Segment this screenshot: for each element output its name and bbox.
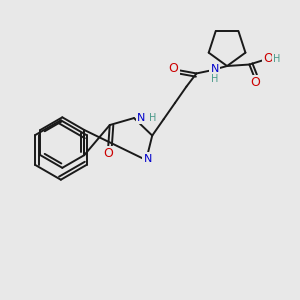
Text: O: O bbox=[103, 147, 113, 160]
Text: N: N bbox=[137, 113, 146, 123]
Text: O: O bbox=[169, 62, 178, 76]
Text: N: N bbox=[210, 64, 219, 74]
Text: O: O bbox=[250, 76, 260, 89]
Text: H: H bbox=[211, 74, 218, 84]
Text: H: H bbox=[149, 113, 156, 123]
Text: H: H bbox=[273, 54, 280, 64]
Text: O: O bbox=[263, 52, 273, 65]
Text: N: N bbox=[143, 154, 152, 164]
